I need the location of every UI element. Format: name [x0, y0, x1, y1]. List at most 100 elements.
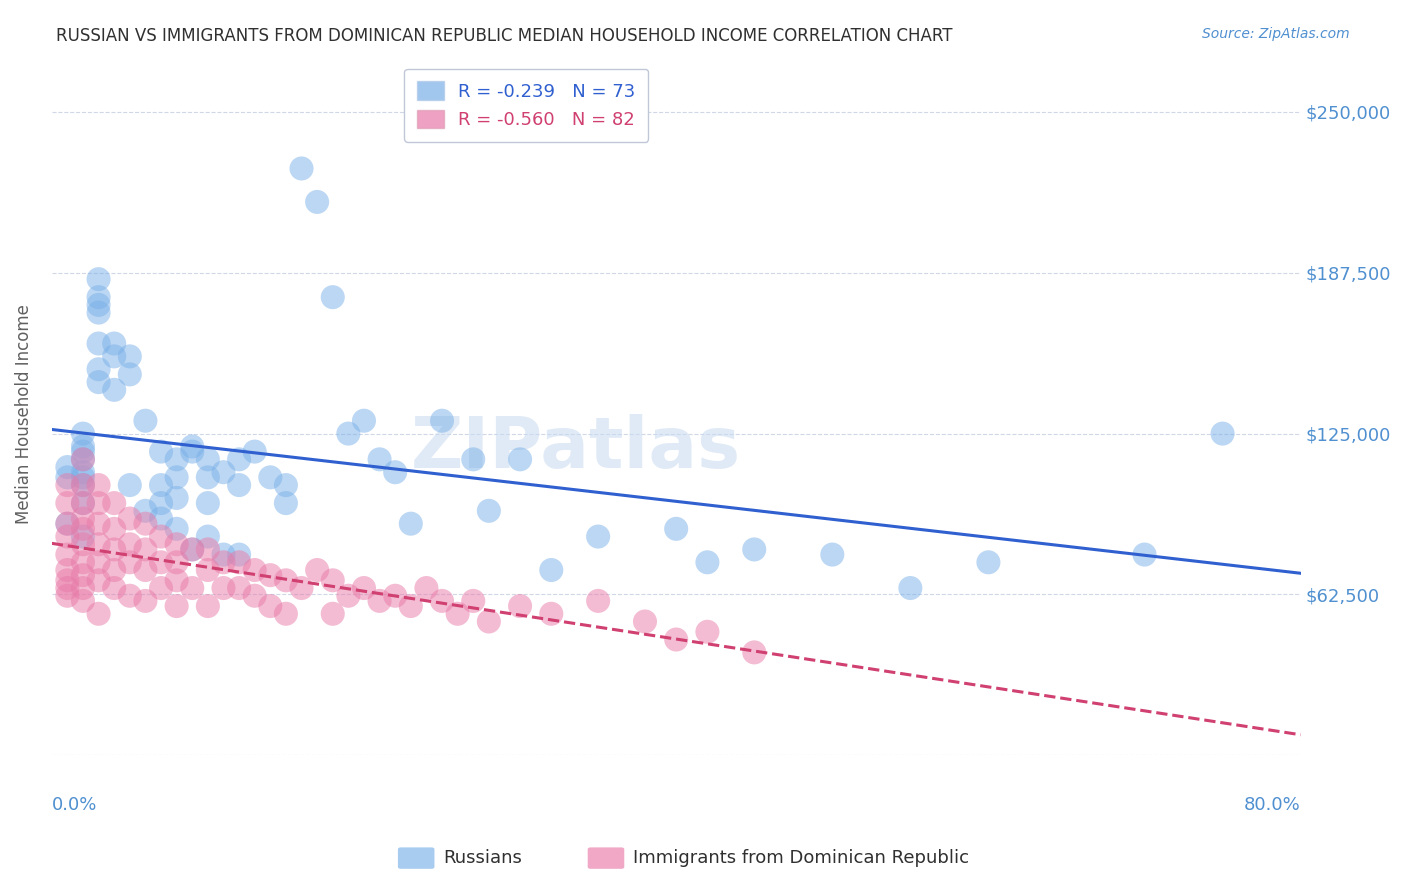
Point — [166, 452, 188, 467]
Point — [87, 607, 110, 621]
Point — [228, 452, 250, 467]
Point — [1133, 548, 1156, 562]
Point — [259, 470, 281, 484]
Point — [665, 632, 688, 647]
Point — [56, 548, 79, 562]
Point — [353, 581, 375, 595]
Point — [384, 589, 406, 603]
Point — [72, 444, 94, 458]
Point — [87, 375, 110, 389]
Point — [166, 537, 188, 551]
Point — [259, 568, 281, 582]
Point — [72, 452, 94, 467]
Point — [56, 581, 79, 595]
Point — [821, 548, 844, 562]
Point — [87, 305, 110, 319]
Point — [72, 496, 94, 510]
Point — [150, 555, 173, 569]
Point — [368, 452, 391, 467]
Point — [150, 530, 173, 544]
Point — [72, 522, 94, 536]
Point — [228, 555, 250, 569]
Point — [87, 290, 110, 304]
Point — [274, 478, 297, 492]
Point — [118, 555, 141, 569]
Point — [384, 465, 406, 479]
Point — [181, 542, 204, 557]
Point — [72, 478, 94, 492]
Point — [181, 440, 204, 454]
Point — [118, 350, 141, 364]
Point — [134, 594, 156, 608]
Point — [118, 589, 141, 603]
Point — [337, 589, 360, 603]
Point — [696, 624, 718, 639]
Point — [72, 478, 94, 492]
Point — [197, 542, 219, 557]
Point — [463, 594, 485, 608]
Point — [72, 555, 94, 569]
Point — [134, 516, 156, 531]
Point — [228, 581, 250, 595]
Text: Russians: Russians — [443, 849, 522, 867]
Point — [181, 444, 204, 458]
Point — [56, 516, 79, 531]
Point — [197, 599, 219, 613]
Point — [56, 574, 79, 588]
Point — [56, 589, 79, 603]
Point — [134, 542, 156, 557]
Point — [898, 581, 921, 595]
Point — [72, 452, 94, 467]
Point — [399, 516, 422, 531]
Point — [463, 452, 485, 467]
Point — [212, 581, 235, 595]
Point — [56, 470, 79, 484]
Point — [212, 548, 235, 562]
Point — [243, 563, 266, 577]
Point — [103, 522, 125, 536]
Point — [290, 161, 312, 176]
Point — [430, 414, 453, 428]
Text: Source: ZipAtlas.com: Source: ZipAtlas.com — [1202, 27, 1350, 41]
Point — [87, 298, 110, 312]
Point — [72, 511, 94, 525]
Text: ZIPatlas: ZIPatlas — [411, 414, 741, 483]
Point — [56, 478, 79, 492]
Point — [118, 478, 141, 492]
Point — [118, 511, 141, 525]
Point — [118, 537, 141, 551]
Point — [509, 599, 531, 613]
Point — [87, 537, 110, 551]
Point — [56, 460, 79, 475]
Point — [307, 194, 329, 209]
Point — [134, 563, 156, 577]
Point — [72, 496, 94, 510]
Point — [415, 581, 437, 595]
Point — [274, 574, 297, 588]
Text: Immigrants from Dominican Republic: Immigrants from Dominican Republic — [633, 849, 969, 867]
Point — [103, 350, 125, 364]
Point — [166, 491, 188, 505]
Point — [166, 574, 188, 588]
Legend: R = -0.239   N = 73, R = -0.560   N = 82: R = -0.239 N = 73, R = -0.560 N = 82 — [405, 69, 648, 142]
Point — [87, 272, 110, 286]
Point — [87, 496, 110, 510]
Point — [181, 542, 204, 557]
Point — [478, 504, 501, 518]
Point — [87, 336, 110, 351]
Point — [134, 414, 156, 428]
Point — [134, 504, 156, 518]
Point — [634, 615, 657, 629]
Point — [150, 496, 173, 510]
Point — [368, 594, 391, 608]
Point — [181, 581, 204, 595]
Point — [197, 452, 219, 467]
Point — [540, 607, 562, 621]
Point — [228, 548, 250, 562]
Point — [87, 574, 110, 588]
Point — [118, 368, 141, 382]
Point — [72, 581, 94, 595]
Point — [540, 563, 562, 577]
Point — [56, 496, 79, 510]
Point — [150, 444, 173, 458]
